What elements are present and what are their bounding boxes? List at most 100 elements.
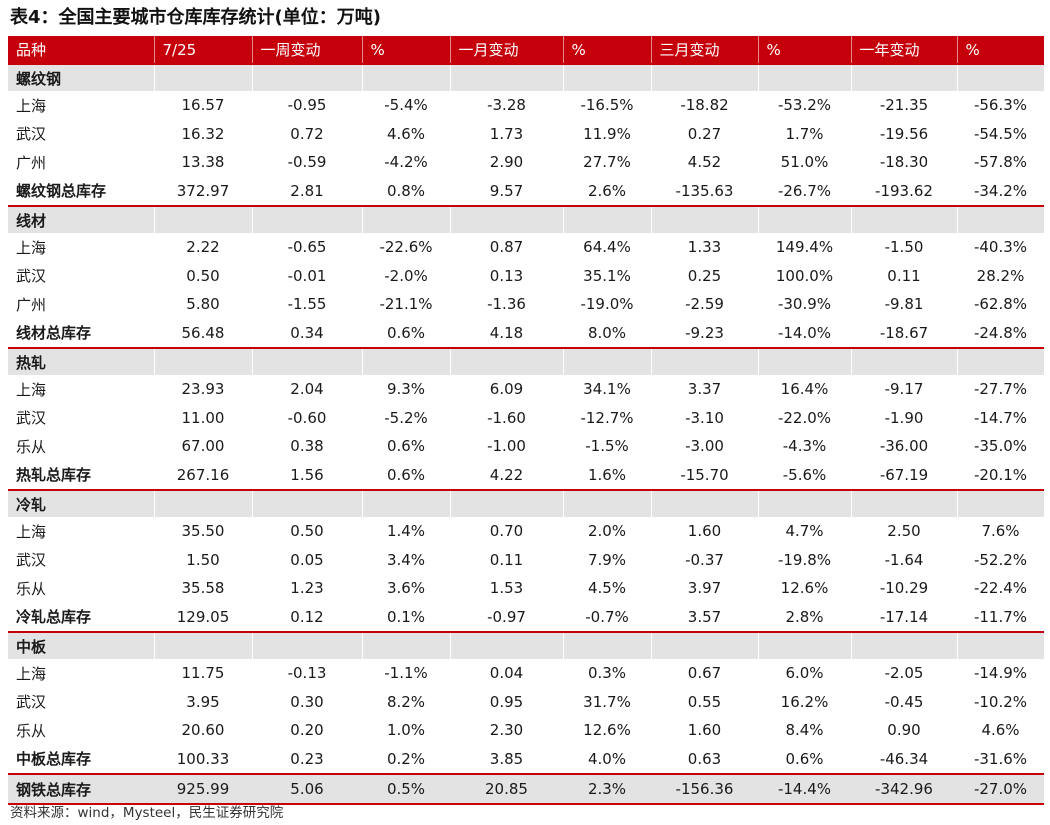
section-filler-cell <box>850 489 957 517</box>
value-cell: 4.7% <box>785 522 824 541</box>
section-filler-cell <box>850 631 957 659</box>
value-cell: -0.45 <box>884 692 924 711</box>
section-filler-cell <box>251 63 362 91</box>
value-cell: -1.00 <box>487 437 526 456</box>
value-cell: -22.6% <box>379 238 433 257</box>
value-cell: 100.0% <box>775 266 834 285</box>
value-cell: -40.3% <box>973 238 1028 257</box>
value-cell: 2.04 <box>290 380 324 399</box>
value-cell: -17.14 <box>879 607 929 626</box>
value-cell: 6.09 <box>489 380 524 399</box>
value-cell: -22.0% <box>777 408 832 427</box>
section-header-row: 线材 <box>8 205 1044 233</box>
city-cell: 上海 <box>16 522 47 541</box>
inventory-table: 品种 7/25 一周变动 % 一月变动 % 三月变动 % 一年变动 % 螺纹钢上… <box>8 36 1044 805</box>
value-cell: 23.93 <box>181 380 225 399</box>
value-cell: -10.29 <box>879 579 929 598</box>
value-cell: 5.06 <box>252 773 362 805</box>
table-row: 武汉 3.95 0.30 8.2% 0.95 31.7% 0.55 16.2% -0.45 -10… <box>8 688 1044 717</box>
section-filler-cell <box>153 631 252 659</box>
value-cell: 13.38 <box>181 153 225 172</box>
value-cell: -14.4% <box>758 773 851 805</box>
value-cell: 7.6% <box>981 522 1020 541</box>
value-cell: 12.6% <box>780 579 829 598</box>
value-cell: 31.7% <box>583 692 631 711</box>
value-cell: 2.30 <box>489 721 524 740</box>
value-cell: 0.23 <box>290 749 324 768</box>
value-cell: -342.96 <box>851 773 957 805</box>
table-row: 乐从 20.60 0.20 1.0% 2.30 12.6% 1.60 8.4% 0.90 4.6% <box>8 716 1044 745</box>
value-cell: 3.37 <box>687 380 722 399</box>
value-cell: -1.36 <box>487 295 526 314</box>
section-filler-cell <box>562 489 651 517</box>
table-row: 上海 35.50 0.50 1.4% 0.70 2.0% 1.60 4.7% 2.50 7.6% <box>8 517 1044 546</box>
city-cell: 武汉 <box>16 693 47 712</box>
value-cell: 0.1% <box>386 607 426 626</box>
source-note: 资料来源：wind，Mysteel，民生证券研究院 <box>10 805 284 821</box>
city-cell: 武汉 <box>16 267 47 286</box>
value-cell: 8.2% <box>386 692 426 711</box>
value-cell: 2.8% <box>785 607 824 626</box>
value-cell: -4.2% <box>384 153 428 172</box>
section-filler-cell <box>757 631 851 659</box>
value-cell: 35.58 <box>181 579 225 598</box>
value-cell: 0.25 <box>687 266 722 285</box>
value-cell: -2.0% <box>384 266 428 285</box>
value-cell: -36.00 <box>879 437 929 456</box>
section-name: 线材 <box>8 205 154 233</box>
value-cell: 3.57 <box>687 607 722 626</box>
section-filler-cell <box>449 205 563 233</box>
value-cell: 0.05 <box>290 550 324 569</box>
value-cell: 67.00 <box>181 437 225 456</box>
value-cell: -135.63 <box>675 181 734 200</box>
city-cell: 乐从 <box>16 721 47 740</box>
city-cell: 上海 <box>16 664 47 683</box>
value-cell: 16.4% <box>780 380 829 399</box>
value-cell: -22.4% <box>973 579 1028 598</box>
value-cell: -0.59 <box>287 153 327 172</box>
table-title: 表4：全国主要城市仓库库存统计(单位：万吨) <box>10 7 381 28</box>
value-cell: 0.50 <box>186 266 220 285</box>
value-cell: 5.80 <box>186 295 220 314</box>
value-cell: -0.95 <box>287 96 327 115</box>
value-cell: 1.73 <box>489 124 524 143</box>
grand-total-row: 钢铁总库存 925.99 5.06 0.5% 20.85 2.3% -156.36 -14.4… <box>8 773 1044 805</box>
value-cell: -52.2% <box>973 550 1028 569</box>
value-cell: -5.4% <box>384 96 428 115</box>
value-cell: 20.60 <box>181 721 225 740</box>
city-cell: 武汉 <box>16 125 47 144</box>
table-row: 上海 11.75 -0.13 -1.1% 0.04 0.3% 0.67 6.0% -2.05 -1… <box>8 659 1044 688</box>
city-cell: 武汉 <box>16 409 47 428</box>
value-cell: -9.17 <box>884 380 924 399</box>
value-cell: 11.9% <box>583 124 631 143</box>
value-cell: -19.0% <box>580 295 634 314</box>
section-filler-cell <box>757 347 851 375</box>
value-cell: 3.95 <box>186 692 220 711</box>
section-filler-cell <box>850 63 957 91</box>
value-cell: 16.2% <box>780 692 829 711</box>
section-filler-cell <box>956 347 1044 375</box>
section-filler-cell <box>449 489 563 517</box>
table-row: 广州 13.38 -0.59 -4.2% 2.90 27.7% 4.52 51.0% -18.3… <box>8 148 1044 177</box>
city-cell: 上海 <box>16 96 47 115</box>
value-cell: 28.2% <box>976 266 1025 285</box>
section-filler-cell <box>562 205 651 233</box>
value-cell: 0.90 <box>887 721 921 740</box>
value-cell: 4.18 <box>489 323 524 342</box>
value-cell: 0.87 <box>489 238 524 257</box>
header-cell: % <box>957 36 1044 64</box>
section-header-row: 冷轧 <box>8 489 1044 517</box>
section-filler-cell <box>562 347 651 375</box>
value-cell: -35.0% <box>973 437 1028 456</box>
value-cell: -193.62 <box>875 181 933 200</box>
value-cell: -5.6% <box>782 465 827 484</box>
value-cell: -3.10 <box>685 408 724 427</box>
value-cell: -14.0% <box>777 323 832 342</box>
value-cell: 1.4% <box>386 522 426 541</box>
total-label-cell: 中板总库存 <box>16 750 92 769</box>
section-header-row: 中板 <box>8 631 1044 659</box>
value-cell: -10.2% <box>973 692 1028 711</box>
value-cell: 0.3% <box>587 664 627 683</box>
value-cell: 6.0% <box>785 664 824 683</box>
value-cell: -56.3% <box>973 96 1028 115</box>
